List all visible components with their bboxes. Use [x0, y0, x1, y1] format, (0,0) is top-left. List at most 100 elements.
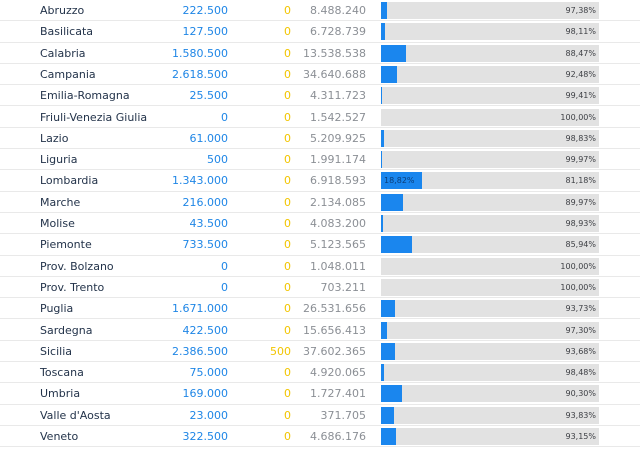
table-row: Umbria 169.000 0 1.727.401 90,30%: [0, 383, 640, 405]
progress-bar-percent: 100,00%: [560, 261, 596, 271]
progress-bar-percent: 100,00%: [560, 112, 596, 122]
table-row: Friuli-Venezia Giulia 0 0 1.542.527 100,00%: [0, 107, 640, 128]
value-c: 371.705: [320, 408, 367, 422]
progress-bar-fill: [381, 428, 396, 445]
progress-bar-fill: [381, 2, 387, 19]
progress-bar-fill: [381, 151, 382, 169]
progress-bar: 93,68%: [381, 342, 599, 360]
progress-bar: 93,15%: [381, 428, 599, 445]
region-name: Friuli-Venezia Giulia: [40, 110, 148, 124]
progress-bar-fill: [381, 172, 423, 190]
progress-bar: 98,48%: [381, 364, 599, 382]
value-c: 2.134.085: [310, 195, 366, 209]
value-b: 0: [284, 89, 291, 103]
progress-bar: 93,73%: [381, 300, 599, 318]
progress-bar: 88,47%: [381, 44, 599, 62]
value-b: 0: [284, 408, 291, 422]
region-name: Prov. Trento: [40, 280, 105, 294]
table-row: Piemonte 733.500 0 5.123.565 85,94%: [0, 234, 640, 256]
table-row: Puglia 1.671.000 0 26.531.656 93,73%: [0, 298, 640, 320]
progress-bar: 18,82% 81,18%: [381, 172, 599, 190]
value-b: 0: [284, 238, 291, 252]
value-b: 0: [284, 46, 291, 60]
progress-bar: 99,97%: [381, 151, 599, 169]
region-name: Lombardia: [40, 174, 99, 188]
progress-bar: 85,94%: [381, 236, 599, 254]
progress-bar-fill: [381, 300, 395, 318]
progress-bar-percent: 93,68%: [565, 346, 596, 356]
progress-bar-fill: [381, 236, 412, 254]
value-a: 500: [207, 153, 228, 167]
value-c: 4.311.723: [310, 89, 366, 103]
region-name: Emilia-Romagna: [40, 89, 130, 103]
progress-bar-fill: [381, 406, 395, 424]
region-name: Campania: [40, 67, 96, 81]
value-a: 322.500: [182, 430, 229, 443]
region-name: Molise: [40, 217, 75, 230]
value-a: 1.580.500: [172, 46, 228, 60]
value-c: 1.727.401: [310, 387, 366, 401]
progress-bar-percent: 98,83%: [565, 133, 596, 143]
value-c: 37.602.365: [303, 344, 366, 358]
value-a: 23.000: [189, 408, 229, 422]
region-name: Lazio: [40, 131, 69, 145]
value-c: 8.488.240: [310, 4, 366, 17]
table-row: Marche 216.000 0 2.134.085 89,97%: [0, 192, 640, 213]
region-name: Sicilia: [40, 344, 72, 358]
progress-bar: 100,00%: [381, 278, 599, 296]
table-row: Abruzzo 222.500 0 8.488.240 97,38%: [0, 0, 640, 22]
value-c: 5.209.925: [310, 131, 366, 145]
progress-bar-percent: 99,41%: [565, 91, 596, 101]
progress-bar: 93,83%: [381, 406, 599, 424]
value-c: 4.920.065: [310, 366, 366, 380]
progress-bar-fill: [381, 385, 403, 403]
value-b: 0: [284, 110, 291, 124]
progress-bar-percent: 98,11%: [565, 27, 596, 37]
progress-bar: 92,48%: [381, 65, 599, 83]
value-b: 0: [284, 67, 291, 81]
value-a: 0: [221, 259, 228, 273]
value-c: 34.640.688: [303, 67, 366, 81]
table-row: Emilia-Romagna 25.500 0 4.311.723 99,41%: [0, 85, 640, 107]
table-row: Basilicata 127.500 0 6.728.739 98,11%: [0, 21, 640, 43]
table-row: Calabria 1.580.500 0 13.538.538 88,47%: [0, 43, 640, 64]
table-row: Lombardia 1.343.000 0 6.918.593 18,82% 81,18%: [0, 170, 640, 192]
value-c: 6.918.593: [310, 174, 366, 188]
value-b: 0: [284, 4, 291, 17]
region-name: Umbria: [40, 387, 81, 401]
progress-bar-fill: [381, 87, 383, 105]
progress-bar: 98,93%: [381, 215, 599, 232]
progress-bar: 98,83%: [381, 129, 599, 147]
progress-bar: 98,11%: [381, 23, 599, 41]
progress-bar-percent: 89,97%: [565, 197, 596, 207]
progress-bar: 99,41%: [381, 87, 599, 105]
progress-bar-fill: [381, 342, 395, 360]
progress-bar-fill: [381, 215, 384, 232]
value-a: 1.343.000: [172, 174, 228, 188]
progress-bar-percent: 100,00%: [560, 282, 596, 292]
region-name: Puglia: [40, 302, 74, 316]
value-a: 2.386.500: [172, 344, 228, 358]
progress-bar-percent: 85,94%: [565, 240, 596, 250]
value-a: 75.000: [189, 366, 229, 380]
value-c: 13.538.538: [303, 46, 366, 60]
value-b: 0: [284, 259, 291, 273]
progress-bar-percent: 92,48%: [565, 69, 596, 79]
value-b: 0: [284, 323, 291, 337]
progress-bar-percent: 97,30%: [565, 325, 596, 335]
progress-bar-percent: 93,15%: [565, 432, 596, 441]
value-c: 1.048.011: [310, 259, 366, 273]
table-row: Molise 43.500 0 4.083.200 98,93%: [0, 213, 640, 235]
value-c: 15.656.413: [303, 323, 366, 337]
region-name: Liguria: [40, 153, 78, 167]
value-a: 0: [221, 110, 228, 124]
progress-bar: 100,00%: [381, 108, 599, 126]
region-name: Prov. Bolzano: [40, 259, 114, 273]
region-name: Sardegna: [40, 323, 93, 337]
value-c: 6.728.739: [310, 25, 366, 39]
value-b: 0: [284, 153, 291, 167]
progress-bar-percent: 93,73%: [565, 304, 596, 314]
value-b: 0: [284, 25, 291, 39]
progress-bar-percent: 97,38%: [565, 6, 596, 15]
value-b: 0: [284, 131, 291, 145]
